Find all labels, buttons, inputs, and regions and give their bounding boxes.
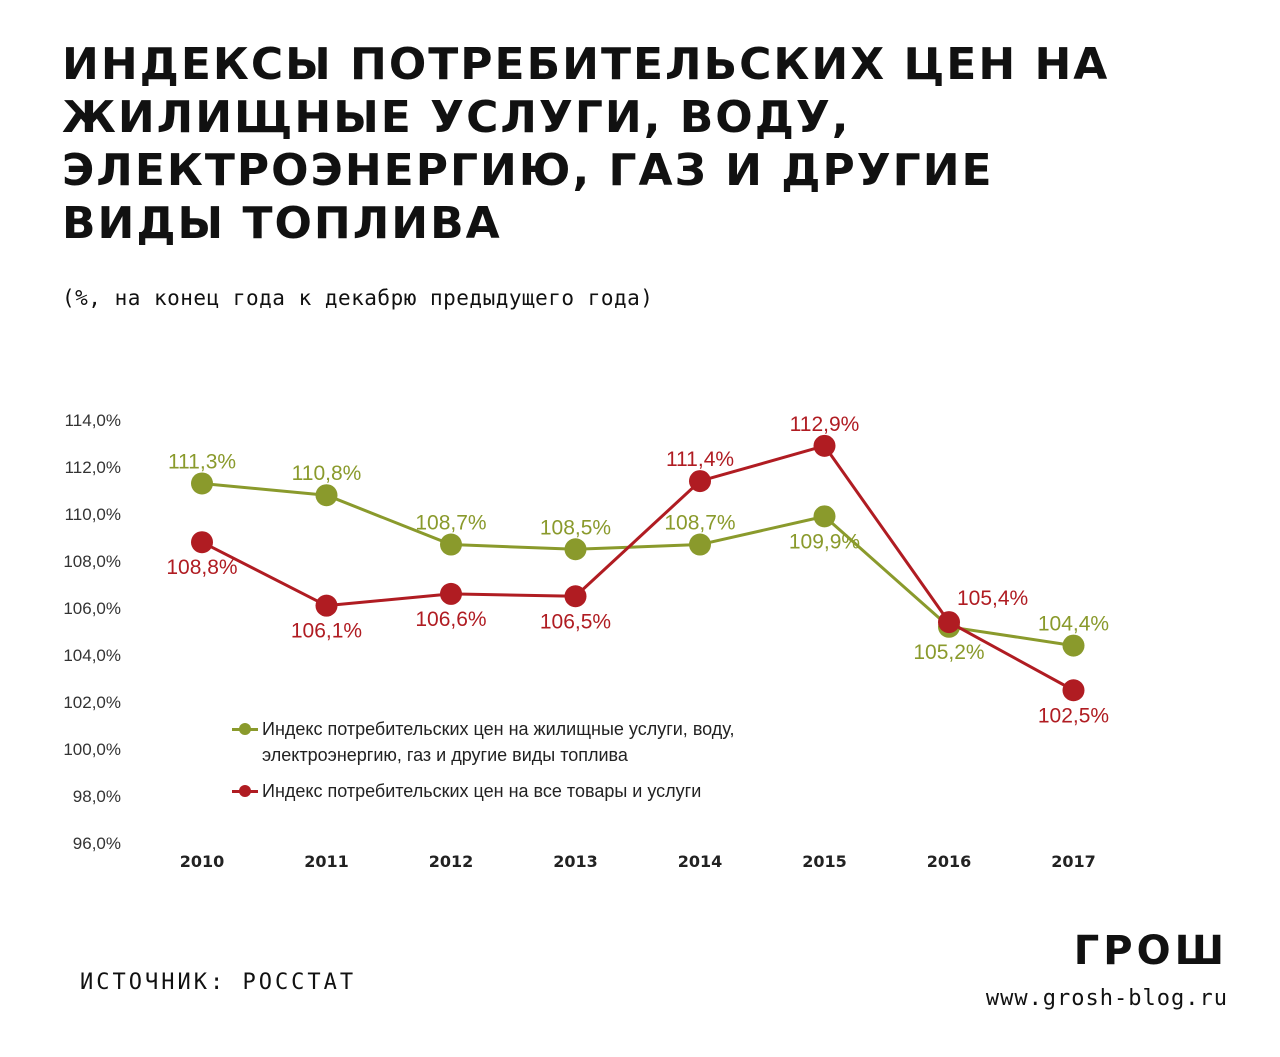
y-tick-label: 112,0% [65, 458, 121, 477]
data-point [564, 585, 587, 608]
legend-marker-housing [232, 723, 258, 735]
data-point [813, 505, 836, 528]
data-label: 104,4% [1038, 613, 1109, 636]
x-tick-label: 2012 [429, 852, 474, 871]
y-tick-label: 108,0% [63, 552, 121, 571]
data-point [689, 533, 711, 556]
data-point [440, 582, 462, 605]
data-label: 106,6% [415, 608, 486, 631]
x-tick-label: 2015 [802, 852, 847, 871]
data-point [315, 594, 338, 617]
chart-subtitle: (%, на конец года к декабрю предыдущего … [62, 286, 654, 310]
data-label: 105,2% [913, 641, 984, 664]
data-point [315, 484, 338, 507]
y-tick-label: 104,0% [63, 646, 121, 665]
legend-label-all-goods: Индекс потребительских цен на все товары… [262, 781, 702, 801]
data-point [689, 470, 711, 493]
data-label: 106,5% [540, 610, 611, 633]
x-tick-label: 2014 [678, 852, 723, 871]
legend-label-housing: Индекс потребительских цен на жилищные у… [262, 719, 735, 765]
source-note: ИСТОЧНИК: РОССТАТ [80, 970, 357, 995]
brand-logo: ГРОШ [1073, 928, 1228, 974]
data-label: 108,8% [166, 556, 237, 579]
data-label: 108,7% [664, 512, 735, 535]
y-tick-label: 110,0% [65, 505, 121, 524]
data-point [191, 531, 213, 554]
data-label: 105,4% [957, 587, 1028, 610]
data-point [191, 472, 213, 495]
data-point [440, 533, 462, 556]
legend-marker-all-goods [232, 785, 258, 797]
data-label: 110,8% [292, 462, 362, 485]
x-tick-label: 2010 [180, 852, 225, 871]
y-tick-label: 102,0% [63, 693, 121, 712]
data-point [1062, 679, 1085, 702]
data-label: 109,9% [789, 530, 860, 553]
legend-item-housing: Индекс потребительских цен на жилищные у… [232, 716, 792, 768]
data-label: 111,3% [168, 450, 236, 473]
series-line-0 [201, 481, 1074, 648]
y-tick-label: 98,0% [73, 787, 121, 806]
data-label: 108,5% [540, 516, 611, 539]
y-tick-label: 96,0% [73, 834, 121, 853]
data-point [1062, 634, 1085, 657]
data-label: 106,1% [291, 620, 362, 643]
data-point [938, 611, 960, 634]
chart-title: ИНДЕКСЫ ПОТРЕБИТЕЛЬСКИХ ЦЕН НА ЖИЛИЩНЫЕ … [62, 39, 1110, 249]
data-label: 108,7% [415, 512, 486, 535]
data-label: 112,9% [790, 413, 860, 436]
site-link[interactable]: www.grosh-blog.ru [985, 986, 1228, 1011]
data-label: 111,4% [666, 448, 734, 471]
x-tick-label: 2013 [553, 852, 598, 871]
y-tick-label: 114,0% [65, 411, 121, 430]
line-chart: 114,0% 112,0% 110,0% 108,0% 106,0% 104,0% 102,… [63, 411, 1109, 871]
legend-item-all-goods: Индекс потребительских цен на все товары… [232, 778, 792, 804]
y-tick-label: 106,0% [63, 599, 121, 618]
x-tick-label: 2017 [1051, 852, 1096, 871]
y-tick-label: 100,0% [63, 740, 121, 759]
chart-legend: Индекс потребительских цен на жилищные у… [232, 716, 792, 814]
x-tick-label: 2011 [304, 852, 349, 871]
data-label: 102,5% [1038, 704, 1109, 727]
series-line-1 [201, 444, 1075, 692]
data-point [813, 434, 836, 457]
x-tick-label: 2016 [927, 852, 972, 871]
data-point [564, 538, 587, 561]
